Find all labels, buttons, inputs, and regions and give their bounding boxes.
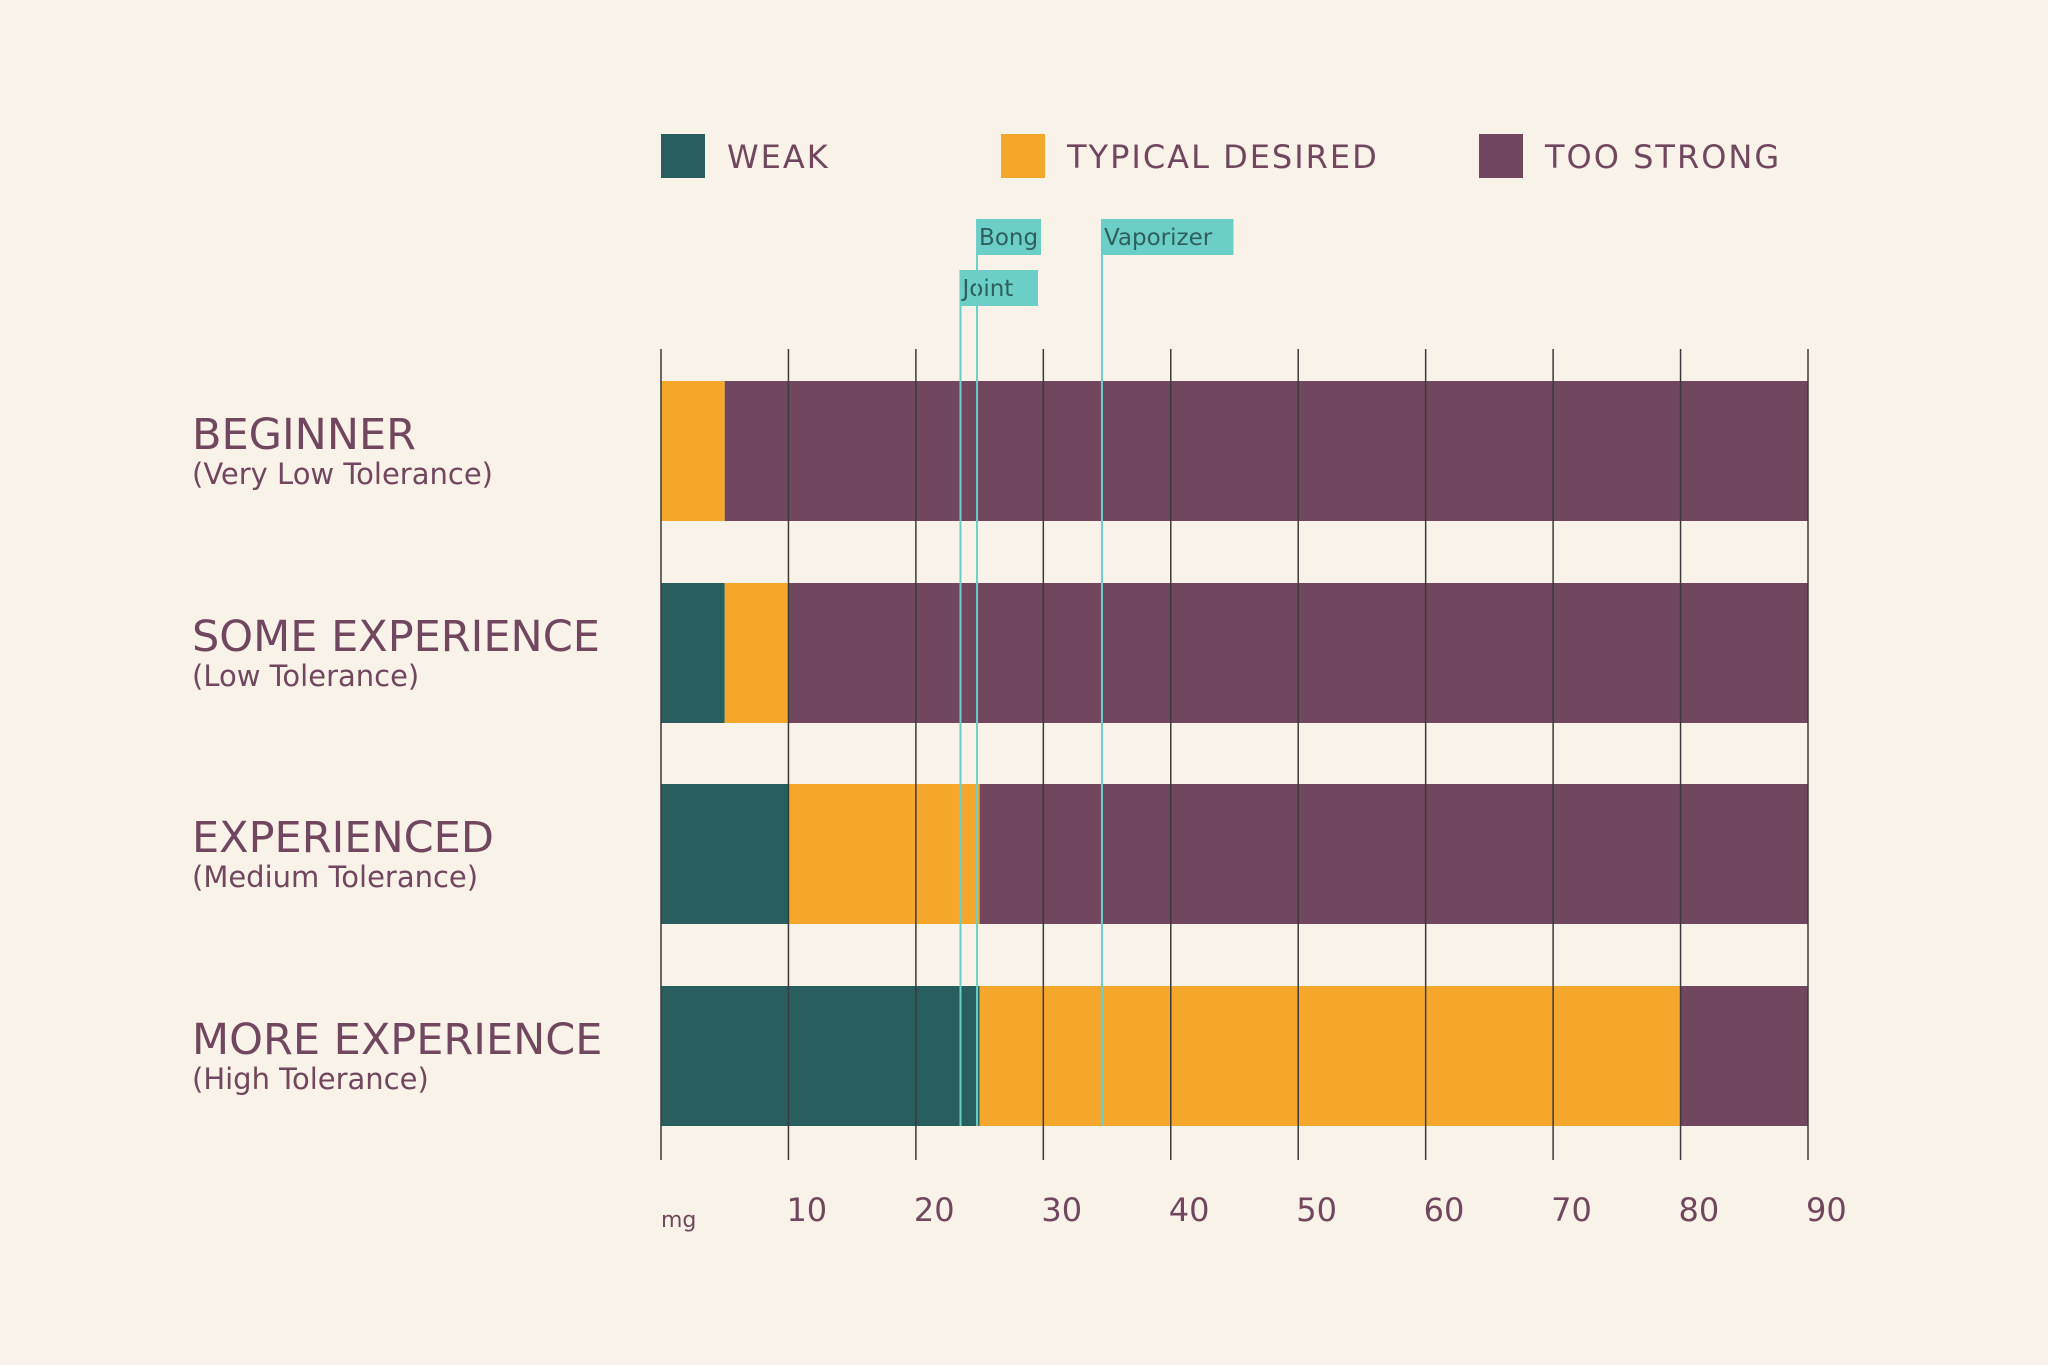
category-title-more-experience: MORE EXPERIENCE bbox=[192, 1015, 602, 1065]
category-subtitle-experienced: (Medium Tolerance) bbox=[192, 860, 478, 894]
bar-more-experience-weak bbox=[661, 986, 980, 1126]
x-tick-label-50: 50 bbox=[1296, 1191, 1337, 1229]
legend-label-too-strong: TOO STRONG bbox=[1544, 138, 1781, 176]
bar-experienced-too-strong bbox=[979, 784, 1808, 924]
category-subtitle-more-experience: (High Tolerance) bbox=[192, 1062, 429, 1096]
x-tick-label-90: 90 bbox=[1806, 1191, 1847, 1229]
legend-swatch-weak bbox=[661, 134, 705, 178]
bar-some-experience-weak bbox=[661, 583, 725, 723]
category-labels: BEGINNER(Very Low Tolerance) SOME EXPERIE… bbox=[192, 410, 602, 1096]
x-tick-label-60: 60 bbox=[1424, 1191, 1465, 1229]
x-tick-label-10: 10 bbox=[786, 1191, 827, 1229]
x-axis-unit-label: mg bbox=[661, 1208, 696, 1233]
bar-more-experience-too-strong bbox=[1680, 986, 1808, 1126]
bars bbox=[661, 381, 1809, 1126]
category-subtitle-beginner: (Very Low Tolerance) bbox=[192, 457, 493, 491]
bar-beginner-typical-desired bbox=[661, 381, 725, 521]
marker-label-joint: Joint bbox=[960, 276, 1013, 302]
bar-beginner-too-strong bbox=[724, 381, 1809, 521]
marker-label-bong: Bong bbox=[979, 225, 1038, 251]
marker-label-vaporizer: Vaporizer bbox=[1104, 225, 1213, 251]
x-tick-label-20: 20 bbox=[914, 1191, 955, 1229]
category-title-experienced: EXPERIENCED bbox=[192, 813, 494, 863]
x-tick-label-80: 80 bbox=[1679, 1191, 1720, 1229]
consumption-markers: Joint Bong Vaporizer bbox=[959, 219, 1234, 1126]
legend-label-typical-desired: TYPICAL DESIRED bbox=[1066, 138, 1379, 176]
x-tick-label-30: 30 bbox=[1041, 1191, 1082, 1229]
legend: WEAK TYPICAL DESIRED TOO STRONG bbox=[661, 134, 1781, 178]
x-tick-label-70: 70 bbox=[1551, 1191, 1592, 1229]
marker-tag-vaporizer bbox=[1101, 219, 1234, 255]
bar-some-experience-typical-desired bbox=[724, 583, 789, 723]
legend-label-weak: WEAK bbox=[727, 138, 830, 176]
category-title-beginner: BEGINNER bbox=[192, 410, 416, 460]
legend-swatch-typical-desired bbox=[1001, 134, 1045, 178]
category-subtitle-some-experience: (Low Tolerance) bbox=[192, 659, 419, 693]
bar-experienced-weak bbox=[661, 784, 789, 924]
bar-more-experience-typical-desired bbox=[979, 986, 1681, 1126]
category-title-some-experience: SOME EXPERIENCE bbox=[192, 612, 600, 662]
marker-tag-bong bbox=[977, 219, 1042, 255]
bar-experienced-typical-desired bbox=[788, 784, 980, 924]
x-tick-label-40: 40 bbox=[1169, 1191, 1210, 1229]
gridlines bbox=[660, 349, 1809, 1160]
marker-tag-joint bbox=[960, 270, 1038, 306]
x-axis: mg 10 20 30 40 50 60 70 80 90 bbox=[661, 1191, 1847, 1233]
legend-swatch-too-strong bbox=[1479, 134, 1523, 178]
